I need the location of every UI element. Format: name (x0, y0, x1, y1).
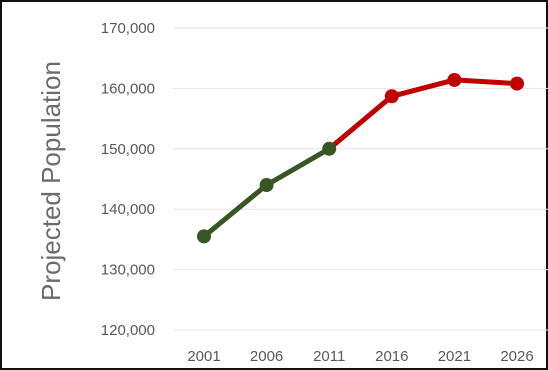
data-point (384, 89, 399, 104)
y-axis-ticks: 120,000 130,000 140,000 150,000 160,000 170,0… (101, 20, 155, 339)
data-point (259, 178, 274, 193)
x-tick-label: 2001 (187, 348, 220, 365)
y-axis-label: Projected Population (36, 61, 66, 301)
y-tick-label: 140,000 (101, 201, 155, 218)
data-point (322, 141, 337, 156)
data-point (447, 72, 462, 87)
y-tick-label: 160,000 (101, 80, 155, 97)
data-point (197, 229, 211, 244)
series-lines (201, 77, 520, 239)
gridlines (173, 27, 548, 331)
x-tick-label: 2011 (313, 348, 345, 365)
series-line-1 (201, 146, 332, 239)
x-tick-label: 2021 (438, 348, 471, 365)
x-tick-label: 2016 (375, 348, 408, 365)
y-tick-label: 150,000 (101, 141, 155, 158)
x-tick-label: 2026 (500, 348, 533, 365)
y-tick-label: 120,000 (101, 322, 155, 339)
series-line-2 (326, 77, 520, 152)
y-tick-label: 130,000 (101, 262, 155, 279)
x-tick-label: 2006 (250, 348, 283, 365)
x-axis-ticks: 2001 2006 2011 2016 2021 2026 (187, 348, 533, 365)
data-point (510, 76, 524, 91)
y-tick-label: 170,000 (101, 20, 155, 37)
data-points (197, 72, 524, 244)
